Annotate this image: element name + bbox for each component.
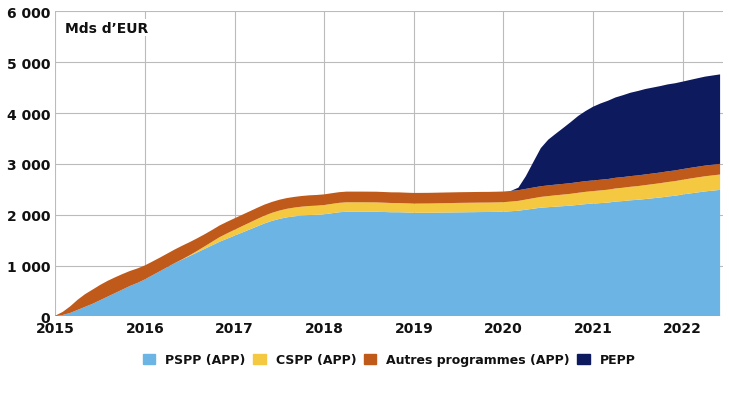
Legend: PSPP (APP), CSPP (APP), Autres programmes (APP), PEPP: PSPP (APP), CSPP (APP), Autres programme… <box>138 348 641 371</box>
Text: Mds d’EUR: Mds d’EUR <box>65 22 149 36</box>
